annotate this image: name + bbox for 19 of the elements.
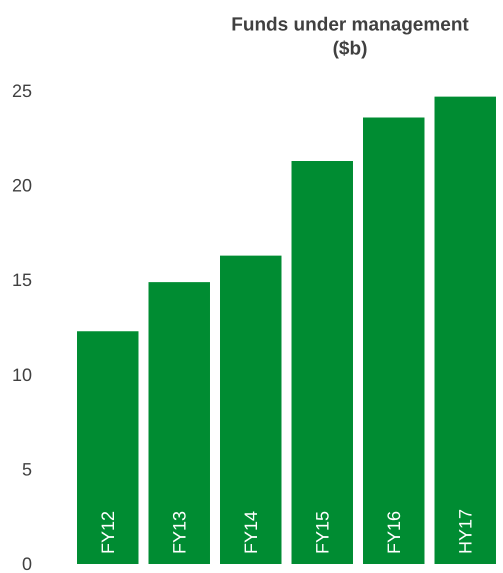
bar <box>363 117 424 564</box>
bar <box>292 161 353 564</box>
y-tick-label: 20 <box>12 176 32 196</box>
x-tick-label: FY15 <box>312 510 332 554</box>
y-tick-label: 10 <box>12 364 32 385</box>
bar <box>77 331 138 564</box>
bar <box>220 256 282 564</box>
y-tick-label: 15 <box>12 270 32 290</box>
x-tick-label: FY16 <box>384 510 404 554</box>
x-tick-label: FY14 <box>240 510 261 554</box>
y-tick-label: 0 <box>22 554 32 573</box>
x-tick-label: FY12 <box>98 510 118 554</box>
bar <box>148 282 210 564</box>
y-tick-label: 25 <box>12 81 32 101</box>
x-tick-label: FY13 <box>169 510 190 554</box>
y-tick-label: 5 <box>22 459 32 480</box>
chart-title: Funds under management ($b) <box>231 14 470 60</box>
bar <box>434 96 496 564</box>
x-tick-label: HY17 <box>455 508 476 554</box>
